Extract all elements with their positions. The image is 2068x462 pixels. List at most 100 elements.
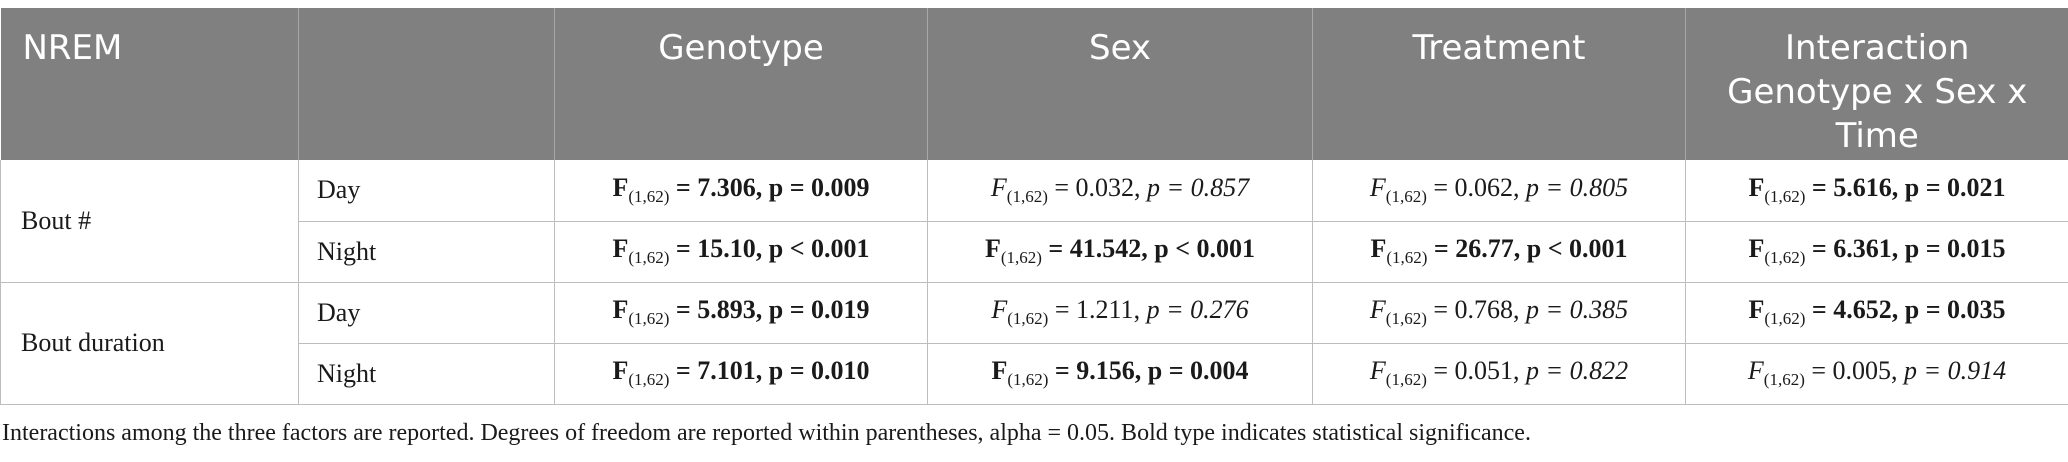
f-symbol: F (1370, 234, 1387, 264)
f-symbol: F (1369, 356, 1386, 386)
f-value: 7.101 (697, 356, 756, 386)
header-interaction-line2: Genotype x Sex x (1727, 72, 2028, 112)
f-symbol: F (1369, 295, 1386, 325)
f-symbol: F (612, 356, 629, 386)
f-value: 0.062 (1454, 173, 1514, 203)
f-value: 4.652 (1833, 295, 1892, 325)
p-value: p = 0.276 (1146, 295, 1249, 325)
degrees-of-freedom: (1,62) (1000, 248, 1042, 268)
degrees-of-freedom: (1,62) (628, 248, 670, 268)
f-value: 0.032 (1075, 173, 1135, 203)
header-interaction-line1: Interaction (1785, 28, 1970, 68)
degrees-of-freedom: (1,62) (1006, 187, 1048, 207)
degrees-of-freedom: (1,62) (1385, 309, 1427, 329)
f-value: 15.10 (697, 234, 756, 264)
group-label: Bout # (0, 160, 299, 283)
stat-cell-sex: F(1,62) = 41.542, p < 0.001 (927, 221, 1313, 283)
header-interaction: Interaction Genotype x Sex x Time (1685, 8, 2068, 160)
f-value: 1.211 (1076, 295, 1134, 325)
period-label: Day (298, 160, 555, 222)
f-value: 7.306 (697, 173, 756, 203)
p-value: p < 0.001 (1526, 234, 1628, 264)
f-symbol: F (1748, 173, 1765, 203)
p-value: p = 0.857 (1147, 173, 1250, 203)
stat-cell-genotype: F(1,62) = 7.306, p = 0.009 (554, 160, 928, 222)
stat-cell-sex: F(1,62) = 1.211, p = 0.276 (927, 282, 1313, 344)
p-value: p = 0.035 (1904, 295, 2006, 325)
f-value: 0.051 (1454, 356, 1514, 386)
degrees-of-freedom: (1,62) (628, 187, 670, 207)
header-genotype: Genotype (554, 8, 928, 160)
f-symbol: F (1747, 356, 1764, 386)
p-value: p = 0.822 (1526, 356, 1629, 386)
f-symbol: F (1748, 234, 1765, 264)
f-symbol: F (1369, 173, 1386, 203)
table-row: Night F(1,62) = 7.101, p = 0.010 F(1,62) =… (1, 343, 2068, 405)
stat-cell-genotype: F(1,62) = 15.10, p < 0.001 (554, 221, 928, 283)
f-symbol: F (991, 356, 1008, 386)
stat-cell-interaction: F(1,62) = 5.616, p = 0.021 (1685, 160, 2068, 222)
p-value: p = 0.914 (1904, 356, 2007, 386)
stat-cell-interaction: F(1,62) = 4.652, p = 0.035 (1685, 282, 2068, 344)
degrees-of-freedom: (1,62) (1007, 309, 1049, 329)
p-value: p = 0.009 (768, 173, 870, 203)
stat-cell-treatment: F(1,62) = 0.768, p = 0.385 (1312, 282, 1686, 344)
p-value: p = 0.019 (768, 295, 870, 325)
stat-cell-interaction: F(1,62) = 6.361, p = 0.015 (1685, 221, 2068, 283)
anova-table: NREM Genotype Sex Treatment Interaction … (0, 8, 2068, 405)
f-value: 41.542 (1069, 234, 1142, 264)
header-interaction-line3: Time (1835, 116, 1919, 156)
header-row: NREM Genotype Sex Treatment Interaction … (0, 8, 2068, 160)
p-value: p = 0.805 (1526, 173, 1629, 203)
table-body: Bout # Day F(1,62) = 7.306, p = 0.009 F(1,6… (0, 160, 2068, 405)
p-value: p = 0.004 (1147, 356, 1249, 386)
stat-cell-sex: F(1,62) = 0.032, p = 0.857 (927, 160, 1313, 222)
period-label: Night (298, 221, 555, 283)
p-value: p = 0.021 (1904, 173, 2006, 203)
f-value: 9.156 (1076, 356, 1135, 386)
p-value: p = 0.010 (768, 356, 870, 386)
p-value: p < 0.001 (768, 234, 870, 264)
f-symbol: F (991, 295, 1008, 325)
p-value: p = 0.385 (1526, 295, 1629, 325)
table-row: Bout duration Day F(1,62) = 5.893, p = 0.0… (0, 282, 2068, 405)
stat-cell-treatment: F(1,62) = 0.051, p = 0.822 (1312, 343, 1686, 405)
degrees-of-freedom: (1,62) (1385, 370, 1427, 390)
stat-cell-interaction: F(1,62) = 0.005, p = 0.914 (1685, 343, 2068, 405)
period-label: Night (298, 343, 555, 405)
degrees-of-freedom: (1,62) (628, 309, 670, 329)
degrees-of-freedom: (1,62) (1007, 370, 1049, 390)
header-treatment: Treatment (1312, 8, 1686, 160)
p-value: p < 0.001 (1154, 234, 1256, 264)
degrees-of-freedom: (1,62) (1764, 248, 1806, 268)
f-value: 0.768 (1454, 295, 1514, 325)
table-row: Night F(1,62) = 15.10, p < 0.001 F(1,62) =… (1, 221, 2068, 283)
table-row: Bout # Day F(1,62) = 7.306, p = 0.009 F(1,6… (0, 160, 2068, 283)
table-footnote: Interactions among the three factors are… (2, 420, 1531, 446)
p-value: p = 0.015 (1904, 234, 2006, 264)
f-value: 26.77 (1455, 234, 1514, 264)
header-blank (298, 8, 555, 160)
f-symbol: F (612, 234, 629, 264)
degrees-of-freedom: (1,62) (628, 370, 670, 390)
f-symbol: F (612, 295, 629, 325)
degrees-of-freedom: (1,62) (1386, 248, 1428, 268)
f-symbol: F (1748, 295, 1765, 325)
f-value: 5.616 (1833, 173, 1892, 203)
degrees-of-freedom: (1,62) (1764, 187, 1806, 207)
f-value: 5.893 (697, 295, 756, 325)
stat-cell-sex: F(1,62) = 9.156, p = 0.004 (927, 343, 1313, 405)
f-value: 6.361 (1833, 234, 1892, 264)
degrees-of-freedom: (1,62) (1385, 187, 1427, 207)
stat-cell-genotype: F(1,62) = 5.893, p = 0.019 (554, 282, 928, 344)
period-label: Day (298, 282, 555, 344)
header-sex: Sex (927, 8, 1313, 160)
degrees-of-freedom: (1,62) (1763, 370, 1805, 390)
f-symbol: F (984, 234, 1001, 264)
f-symbol: F (990, 173, 1007, 203)
f-value: 0.005 (1832, 356, 1892, 386)
header-nrem: NREM (0, 8, 299, 160)
stat-cell-treatment: F(1,62) = 26.77, p < 0.001 (1312, 221, 1686, 283)
f-symbol: F (612, 173, 629, 203)
group-label: Bout duration (0, 282, 299, 405)
